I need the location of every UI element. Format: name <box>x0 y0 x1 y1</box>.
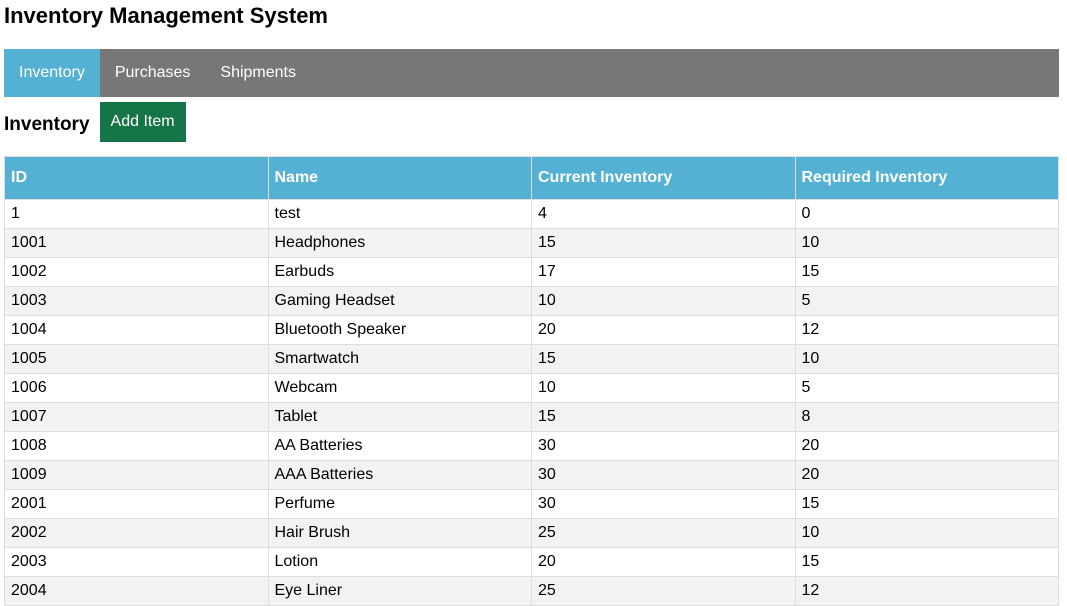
cell-id: 1003 <box>4 286 269 316</box>
cell-required-inventory: 10 <box>794 344 1059 374</box>
table-header-row: ID Name Current Inventory Required Inven… <box>4 156 1059 200</box>
cell-current-inventory: 30 <box>531 431 796 461</box>
column-header-required-inventory: Required Inventory <box>794 156 1059 200</box>
cell-name: AA Batteries <box>267 431 532 461</box>
cell-name: Tablet <box>267 402 532 432</box>
cell-name: Earbuds <box>267 257 532 287</box>
table-row: 1002 Earbuds 17 15 <box>4 257 1059 287</box>
column-header-id: ID <box>4 156 269 200</box>
inventory-table-container: ID Name Current Inventory Required Inven… <box>4 156 1059 606</box>
cell-id: 1006 <box>4 373 269 403</box>
cell-id: 1 <box>4 199 269 229</box>
cell-name: Webcam <box>267 373 532 403</box>
cell-current-inventory: 25 <box>531 576 796 606</box>
cell-required-inventory: 10 <box>794 228 1059 258</box>
cell-current-inventory: 25 <box>531 518 796 548</box>
main-nav: Inventory Purchases Shipments <box>4 49 1059 97</box>
table-body: 1 test 4 0 1001 Headphones 15 10 1002 Earbuds 17 15… <box>4 199 1059 606</box>
section-title: Inventory <box>4 114 90 135</box>
cell-name: Smartwatch <box>267 344 532 374</box>
table-row: 1006 Webcam 10 5 <box>4 373 1059 403</box>
inventory-table: ID Name Current Inventory Required Inven… <box>4 156 1059 606</box>
cell-current-inventory: 15 <box>531 344 796 374</box>
cell-id: 1008 <box>4 431 269 461</box>
cell-required-inventory: 20 <box>794 431 1059 461</box>
add-item-button[interactable]: Add Item <box>99 102 186 142</box>
cell-required-inventory: 15 <box>794 257 1059 287</box>
cell-current-inventory: 20 <box>531 547 796 577</box>
cell-name: Gaming Headset <box>267 286 532 316</box>
cell-current-inventory: 20 <box>531 315 796 345</box>
table-row: 2001 Perfume 30 15 <box>4 489 1059 519</box>
cell-required-inventory: 20 <box>794 460 1059 490</box>
cell-required-inventory: 12 <box>794 315 1059 345</box>
cell-name: Lotion <box>267 547 532 577</box>
cell-current-inventory: 10 <box>531 373 796 403</box>
table-row: 1003 Gaming Headset 10 5 <box>4 286 1059 316</box>
cell-current-inventory: 17 <box>531 257 796 287</box>
table-row: 1004 Bluetooth Speaker 20 12 <box>4 315 1059 345</box>
table-row: 2004 Eye Liner 25 12 <box>4 576 1059 606</box>
cell-required-inventory: 5 <box>794 373 1059 403</box>
cell-required-inventory: 0 <box>794 199 1059 229</box>
cell-required-inventory: 12 <box>794 576 1059 606</box>
cell-name: test <box>267 199 532 229</box>
table-row: 1001 Headphones 15 10 <box>4 228 1059 258</box>
cell-required-inventory: 10 <box>794 518 1059 548</box>
cell-required-inventory: 15 <box>794 489 1059 519</box>
cell-name: Eye Liner <box>267 576 532 606</box>
table-row: 1007 Tablet 15 8 <box>4 402 1059 432</box>
tab-inventory[interactable]: Inventory <box>4 49 100 97</box>
tab-shipments[interactable]: Shipments <box>220 64 296 81</box>
table-row: 2003 Lotion 20 15 <box>4 547 1059 577</box>
column-header-name: Name <box>267 156 532 200</box>
table-row: 2002 Hair Brush 25 10 <box>4 518 1059 548</box>
cell-current-inventory: 10 <box>531 286 796 316</box>
cell-id: 2004 <box>4 576 269 606</box>
cell-id: 1005 <box>4 344 269 374</box>
cell-name: Hair Brush <box>267 518 532 548</box>
cell-name: Perfume <box>267 489 532 519</box>
app-title: Inventory Management System <box>4 3 328 28</box>
cell-id: 1001 <box>4 228 269 258</box>
tab-purchases[interactable]: Purchases <box>114 64 191 81</box>
table-row: 1008 AA Batteries 30 20 <box>4 431 1059 461</box>
cell-id: 1004 <box>4 315 269 345</box>
cell-required-inventory: 5 <box>794 286 1059 316</box>
cell-required-inventory: 8 <box>794 402 1059 432</box>
cell-current-inventory: 30 <box>531 460 796 490</box>
table-row: 1 test 4 0 <box>4 199 1059 229</box>
cell-name: Headphones <box>267 228 532 258</box>
cell-name: Bluetooth Speaker <box>267 315 532 345</box>
cell-id: 2001 <box>4 489 269 519</box>
table-row: 1005 Smartwatch 15 10 <box>4 344 1059 374</box>
cell-id: 1007 <box>4 402 269 432</box>
cell-id: 1002 <box>4 257 269 287</box>
cell-current-inventory: 30 <box>531 489 796 519</box>
cell-name: AAA Batteries <box>267 460 532 490</box>
cell-required-inventory: 15 <box>794 547 1059 577</box>
column-header-current-inventory: Current Inventory <box>531 156 796 200</box>
table-row: 1009 AAA Batteries 30 20 <box>4 460 1059 490</box>
cell-id: 1009 <box>4 460 269 490</box>
cell-current-inventory: 4 <box>531 199 796 229</box>
cell-current-inventory: 15 <box>531 228 796 258</box>
cell-id: 2002 <box>4 518 269 548</box>
cell-id: 2003 <box>4 547 269 577</box>
section-header: Inventory Add Item <box>4 102 186 142</box>
cell-current-inventory: 15 <box>531 402 796 432</box>
